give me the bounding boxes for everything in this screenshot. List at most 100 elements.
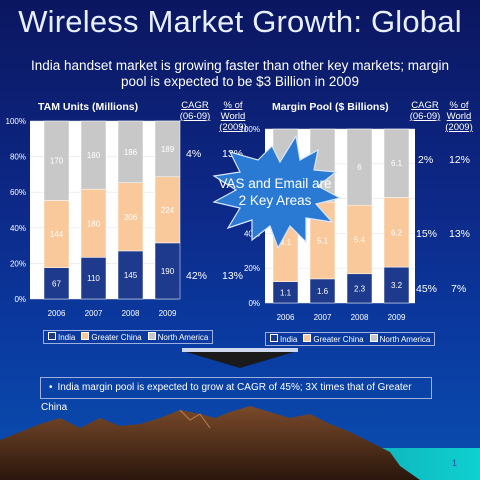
tam-bar-north-america-2009 (154, 120, 181, 178)
margin-value-label: 5.1 (317, 236, 329, 245)
mountain-range (0, 406, 420, 480)
tam-ytick-label: 60% (10, 188, 26, 197)
margin-xtick-label: 2009 (388, 313, 406, 322)
tam-chart-title: TAM Units (Millions) (38, 101, 139, 113)
tam-legend-north-america: North America (147, 332, 209, 342)
margin-legend: India Greater China North America (265, 332, 436, 346)
tam-bar-north-america-2006 (43, 120, 70, 201)
margin-legend-north-america-label: North America (379, 335, 431, 344)
tam-xtick-label: 2009 (159, 309, 177, 318)
tam-legend-greater-china-label: Greater China (91, 333, 142, 342)
margin-share-north-america: 12% (449, 154, 471, 166)
tam-value-label: 189 (161, 145, 175, 154)
down-arrow-icon (186, 352, 294, 368)
takeaway-text: India margin pool is expected to grow at… (41, 382, 412, 413)
tam-bar-greater-china-2006 (43, 200, 70, 268)
tam-legend-greater-china: Greater China (81, 332, 142, 342)
tam-ytick-label: 80% (10, 153, 26, 162)
tam-share-header: % of World (2009) (212, 100, 254, 133)
tam-value-label: 190 (161, 267, 175, 276)
margin-ytick-label: 20% (244, 264, 260, 273)
tam-bar-north-america-2007 (80, 120, 107, 190)
bullet-icon: • (49, 382, 53, 393)
margin-cagr-header-line1: CAGR (411, 100, 439, 111)
margin-cagr-greater-china: 15% (416, 228, 438, 240)
margin-chart-title: Margin Pool ($ Billions) (272, 101, 389, 113)
tam-legend-india: India (48, 332, 75, 342)
tam-bar-greater-china-2009 (154, 176, 181, 244)
tam-cagr-header: CAGR (06-09) (178, 100, 212, 122)
margin-xtick-label: 2007 (314, 313, 332, 322)
tam-value-label: 180 (87, 151, 101, 160)
tam-value-label: 180 (87, 219, 101, 228)
margin-value-label: 1.6 (317, 287, 329, 296)
tam-share-header-line2: (2009) (219, 122, 247, 133)
tam-value-label: 145 (124, 271, 138, 280)
tam-ytick-label: 0% (14, 295, 26, 304)
starburst-shape (212, 134, 342, 250)
tam-legend: India Greater China North America (43, 330, 214, 344)
tam-ytick-label: 20% (10, 259, 26, 268)
tam-value-label: 110 (87, 274, 100, 283)
margin-legend-india-label: India (280, 335, 298, 344)
tam-value-label: 224 (161, 206, 175, 215)
margin-share-header-line1: % of World (446, 100, 472, 122)
margin-ytick-label: 0% (248, 299, 260, 308)
tam-legend-india-label: India (58, 333, 76, 342)
tam-ytick-label: 100% (6, 117, 26, 126)
tam-value-label: 67 (52, 279, 61, 288)
margin-share-greater-china: 13% (449, 228, 471, 240)
margin-legend-north-america: North America (369, 334, 431, 344)
tam-value-label: 170 (50, 157, 64, 166)
margin-cagr-north-america: 2% (418, 154, 434, 166)
page-title: Wireless Market Growth: Global (18, 4, 462, 39)
margin-bar-greater-china-2008 (346, 204, 373, 275)
tam-share-header-line1: % of World (220, 100, 246, 122)
tam-legend-north-america-label: North America (157, 333, 209, 342)
margin-cagr-india: 45% (416, 283, 438, 295)
margin-value-label: 2.3 (354, 284, 366, 293)
page-subtitle: India handset market is growing faster t… (31, 58, 449, 89)
tam-share-india: 13% (222, 270, 244, 282)
tam-ytick-label: 40% (10, 224, 26, 233)
takeaway-box: • India margin pool is expected to grow a… (40, 377, 432, 413)
margin-value-label: 4.1 (280, 238, 292, 247)
margin-bar-india-2007 (309, 278, 336, 304)
margin-cagr-header: CAGR (06-09) (408, 100, 442, 122)
margin-value-label: 3.2 (391, 281, 403, 290)
tam-xtick-label: 2008 (122, 309, 140, 318)
tam-cagr-header-line2: (06-09) (179, 111, 211, 122)
tam-bar-greater-china-2008 (117, 182, 144, 252)
tam-cagr-india: 42% (186, 270, 208, 282)
margin-legend-greater-china-label: Greater China (313, 335, 364, 344)
margin-xtick-label: 2006 (277, 313, 295, 322)
tam-value-label: 144 (50, 230, 64, 239)
page-number: 1 (452, 458, 457, 468)
margin-cagr-header-line2: (06-09) (409, 111, 441, 122)
tam-value-label: 186 (124, 148, 138, 157)
margin-value-label: 6.1 (391, 159, 403, 168)
margin-xtick-label: 2008 (351, 313, 369, 322)
margin-value-label: 5.4 (354, 235, 366, 244)
margin-bar-north-america-2008 (346, 128, 373, 206)
margin-value-label: 6 (357, 163, 362, 172)
tam-xtick-label: 2006 (48, 309, 66, 318)
tam-bar-greater-china-2007 (80, 188, 107, 258)
margin-value-label: 1.1 (280, 288, 292, 297)
mountain-ridge (179, 409, 211, 429)
starburst-text-line2: 2 Key Areas (239, 193, 312, 208)
tam-value-label: 206 (124, 213, 138, 222)
tam-cagr-header-line1: CAGR (181, 100, 209, 111)
margin-legend-india: India (270, 334, 297, 344)
margin-share-india: 7% (451, 283, 467, 295)
tam-xtick-label: 2007 (85, 309, 103, 318)
tam-bar-india-2009 (154, 242, 181, 300)
tam-bar-north-america-2008 (117, 120, 144, 183)
margin-value-label: 6.2 (391, 228, 403, 237)
arrow-band (182, 348, 298, 352)
margin-share-header: % of World (2009) (438, 100, 480, 133)
starburst-text-line1: VAS and Email are (218, 176, 331, 191)
